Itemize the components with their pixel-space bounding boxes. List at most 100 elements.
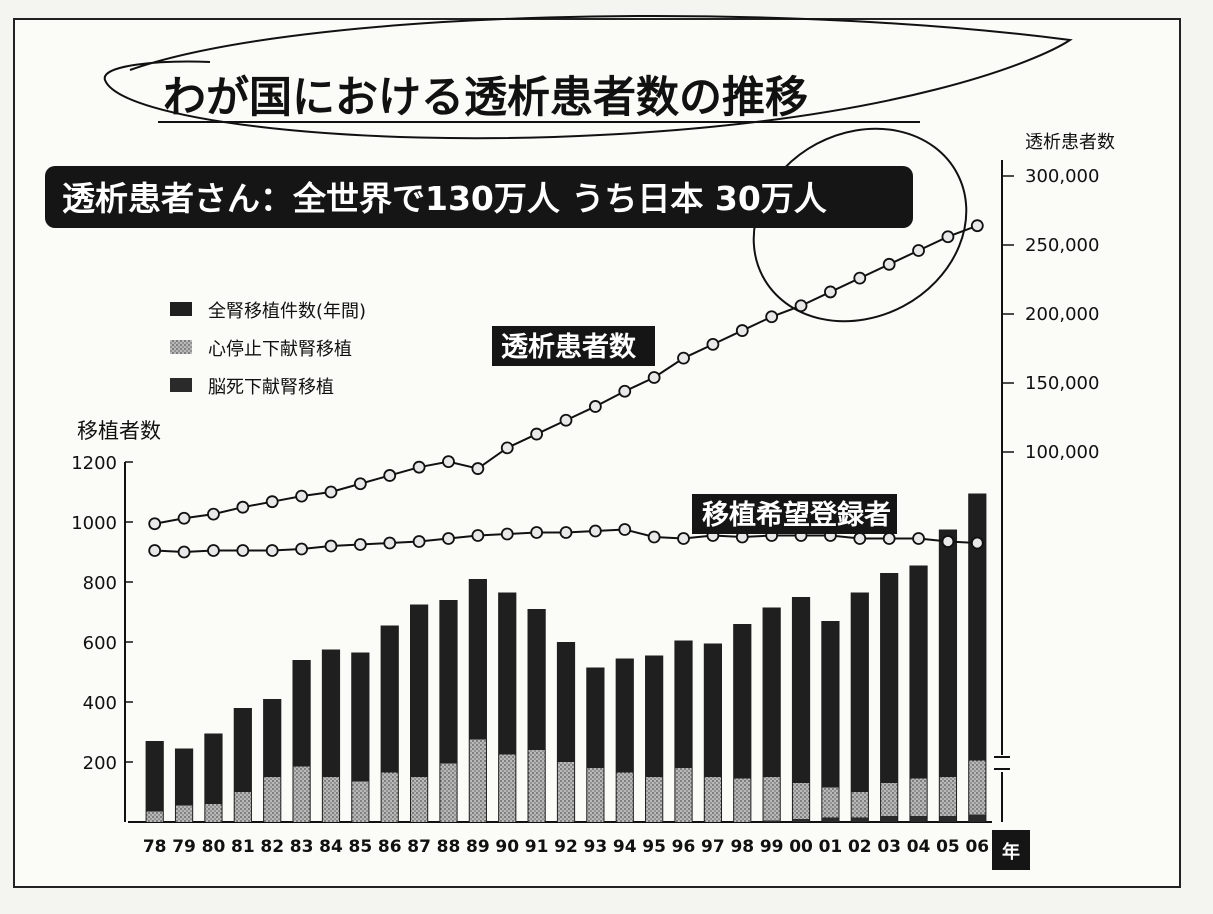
waitlist-registrants-point: [677, 532, 690, 545]
waitlist-registrants-point: [471, 529, 485, 542]
waitlist-registrants-point: [353, 538, 367, 551]
bar-heart-stop: [557, 762, 575, 822]
y-left-tick-label: 200: [83, 753, 117, 774]
bar-total: [409, 604, 429, 822]
dialysis-patients-point: [647, 371, 661, 384]
bar-heart-stop: [469, 739, 486, 822]
bar-heart-stop: [704, 777, 722, 822]
waitlist-registrants-point: [970, 536, 984, 550]
dialysis-label-box: [492, 326, 655, 366]
dialysis-patients-point: [706, 337, 720, 351]
bar-brain-death: [969, 814, 986, 822]
annotation-circle: [752, 127, 968, 323]
x-tick-label: 98: [730, 837, 754, 857]
legend-label: 全腎移植件数(年間): [208, 301, 366, 322]
x-tick-label: 05: [936, 837, 960, 857]
y-left-title: 移植者数: [77, 419, 161, 443]
waitlist-registrants-point: [236, 544, 250, 557]
x-tick-label: 86: [378, 837, 402, 857]
bar-total: [791, 597, 811, 822]
waitlist-registrants-point: [265, 544, 279, 557]
bar-heart-stop: [616, 772, 633, 822]
bar-heart-stop: [969, 760, 986, 815]
x-tick-label: 93: [584, 837, 608, 857]
dialysis-patients-point: [295, 489, 308, 503]
x-tick-label: 95: [642, 837, 666, 857]
bar-heart-stop: [675, 768, 692, 822]
y-left-tick-label: 1200: [71, 453, 117, 474]
dialysis-patients-point: [853, 271, 867, 285]
dialysis-patients-point: [500, 441, 514, 455]
dialysis-patients-point: [824, 285, 837, 299]
dialysis-patients-point: [148, 517, 162, 531]
waitlist-registrants-point: [882, 532, 896, 545]
banner-box: [45, 166, 913, 228]
y-right-title: 透析患者数: [1025, 132, 1115, 153]
y-right-tick-label: 150,000: [1025, 373, 1099, 394]
bar-heart-stop: [910, 778, 927, 816]
waitlist-registrants-point: [853, 532, 867, 545]
waitlist-label-box: [692, 494, 897, 534]
bar-heart-stop: [881, 783, 898, 816]
x-tick-label: 03: [877, 837, 901, 857]
bar-heart-stop: [205, 804, 222, 822]
dialysis-patients-point: [559, 413, 573, 427]
dialysis-patients-point: [530, 427, 544, 441]
y-right-tick-label: 100,000: [1025, 442, 1099, 463]
x-tick-label: 94: [613, 837, 637, 857]
dialysis-label: 透析患者数: [501, 332, 637, 363]
bar-total: [351, 652, 370, 822]
bar-brain-death: [910, 816, 927, 822]
x-unit-box: [992, 830, 1030, 870]
dialysis-patients-point: [236, 500, 250, 514]
dialysis-patients-point: [765, 310, 779, 324]
waitlist-registrants-point: [412, 535, 426, 548]
bar-heart-stop: [499, 754, 516, 822]
bar-heart-stop: [293, 766, 310, 822]
x-tick-label: 83: [290, 837, 314, 857]
annotation-scribble: [103, 15, 1073, 140]
bar-heart-stop: [234, 792, 251, 822]
x-tick-label: 80: [202, 837, 226, 857]
legend-label: 脳死下献腎移植: [208, 377, 334, 398]
bar-heart-stop: [440, 763, 457, 822]
waitlist-registrants-point: [647, 530, 661, 544]
bar-total: [850, 592, 869, 822]
waitlist-registrants-point: [177, 545, 191, 559]
x-tick-label: 81: [231, 837, 255, 857]
waitlist-registrants-point: [383, 536, 397, 550]
waitlist-registrants-point: [559, 526, 573, 539]
dialysis-patients-point: [588, 400, 602, 413]
bar-total: [938, 529, 958, 822]
dialysis-patients-point: [324, 485, 338, 499]
x-tick-label: 85: [349, 837, 373, 857]
y-left-tick-label: 800: [83, 573, 117, 594]
bar-heart-stop: [939, 777, 957, 816]
bar-heart-stop: [322, 777, 340, 822]
x-tick-label: 78: [143, 837, 167, 857]
dialysis-patients-point: [383, 469, 397, 482]
dialysis-patients-point: [442, 455, 455, 469]
bar-brain-death: [881, 816, 898, 822]
dialysis-patients-point: [618, 384, 632, 398]
dialysis-patients-line: [154, 224, 978, 525]
waitlist-label: 移植希望登録者: [702, 499, 891, 531]
x-tick-label: 01: [819, 837, 843, 857]
bar-brain-death: [763, 820, 780, 822]
dialysis-patients-point: [677, 351, 690, 365]
y-right-tick-label: 300,000: [1025, 166, 1099, 187]
x-tick-label: 92: [554, 837, 578, 857]
x-axis-label: 年: [1002, 841, 1020, 863]
dialysis-patients-point: [794, 299, 808, 313]
bar-brain-death: [792, 819, 810, 822]
banner-text: 透析患者さん：全世界で130万人 うち日本 30万人: [62, 179, 827, 218]
legend-swatch: [170, 340, 192, 354]
x-tick-label: 97: [701, 837, 725, 857]
bar-brain-death: [822, 817, 839, 822]
waitlist-registrants-point: [618, 523, 632, 536]
bar-heart-stop: [352, 781, 369, 822]
bar-total: [174, 748, 194, 822]
waitlist-registrants-point: [295, 542, 308, 556]
